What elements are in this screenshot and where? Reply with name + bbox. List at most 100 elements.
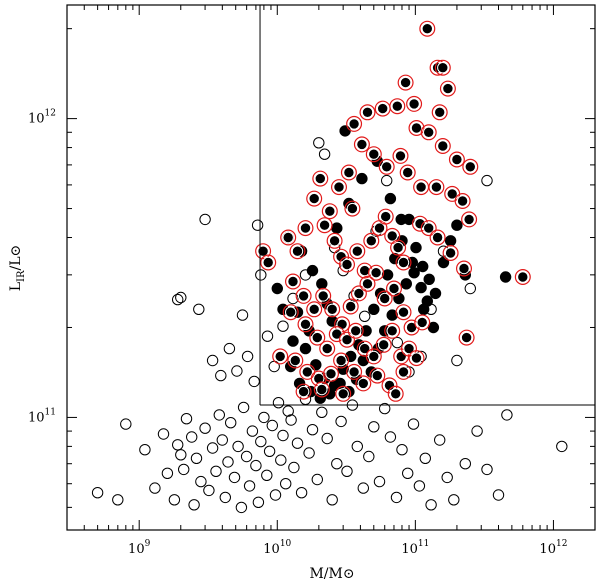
open-circle-point [175,449,187,461]
x-tick-label-base: 10 [401,542,418,557]
ringed-point-ring [420,124,437,141]
open-circle-point [186,431,198,443]
open-circle-point [275,454,287,466]
ringed-point-ring [389,98,406,115]
ringed-point [316,383,328,396]
ringed-point [274,350,286,363]
ringed-point-ring [399,164,416,181]
ringed-point [373,222,386,234]
ringed-point [335,354,347,367]
open-circle-point [441,471,453,484]
ringed-point-ring [340,164,357,181]
open-circle-point [464,282,476,295]
open-circle-point [168,494,181,506]
ringed-point [357,377,369,390]
ringed-point [348,366,360,378]
ringed-point [289,354,301,367]
ringed-point [431,231,444,244]
ringed-point [308,192,320,205]
x-axis-label: M/M⊙ [309,566,354,582]
ringed-point-ring [419,20,436,37]
open-circle-point [206,442,219,454]
filled-circle-point [384,192,397,205]
ringed-point [390,388,402,400]
ringed-point-ring [397,74,414,91]
ringed-point-ring [349,243,366,260]
ringed-point-ring [381,377,398,394]
ringed-point-ring [326,232,343,249]
ringed-point [386,230,398,242]
ringed-point [359,342,371,355]
ringed-point-ring [355,375,372,392]
y-tick-label-base: 10 [28,410,45,425]
ringed-point-ring [442,245,459,262]
open-circle-point [351,440,363,453]
ringed-point [301,366,313,378]
y-tick-label-base: 10 [28,112,45,127]
open-circle-point [295,487,308,499]
ringed-point [368,350,380,363]
open-circle-point [237,401,250,414]
ringed-point-ring [431,104,448,121]
filled-circle-point [395,213,407,226]
ringed-point [350,325,362,337]
ringed-point [346,202,359,215]
ringed-point [345,300,357,313]
ringed-point [291,245,304,257]
ringed-point [343,166,355,179]
ringed-point-ring [458,329,475,346]
ringed-point-ring [369,367,386,384]
filled-circle-point [331,222,343,234]
open-circle-point [180,413,193,425]
ringed-point [324,205,336,217]
ringed-point [314,172,326,185]
filled-circle-point [415,281,427,294]
open-circle-point [359,310,371,322]
open-circle-point [471,425,483,437]
open-circle-point [303,447,315,459]
points-layer [91,20,568,514]
ringed-point [399,76,412,89]
open-circle-point [243,480,256,492]
open-circle-point [120,418,132,430]
ringed-point [423,126,435,139]
open-circle-point [357,482,369,494]
open-circle-point [149,482,161,494]
ringed-point [444,247,457,259]
ringed-point [359,264,371,277]
filled-circle-point [306,264,319,277]
ringed-point [379,292,391,305]
ringed-point [397,256,410,269]
ringed-point [442,82,454,95]
open-circle-point [112,494,124,506]
ringed-point-ring [295,287,312,304]
ringed-point-ring [324,301,341,318]
open-circle-point [341,465,353,477]
ringed-point [299,222,312,234]
open-circle-point [91,487,104,499]
open-circle-point [261,330,274,342]
open-circle-point [248,375,260,388]
ringed-point-ring [375,336,392,353]
open-circle-point [331,458,343,470]
ringed-point [397,306,410,318]
open-circle-point [215,369,227,382]
filled-circle-point [437,256,450,269]
ringed-point [370,267,382,279]
filled-circle-point [356,172,368,185]
ringed-point-ring [408,119,425,136]
open-circle-point [419,452,431,464]
ringed-point-ring [368,264,385,281]
open-circle-point [241,350,254,363]
ringed-point [308,303,320,315]
open-circle-point [379,402,391,415]
ringed-point [317,290,329,302]
x-tick-label: 1012 [539,539,567,557]
ringed-point [458,262,470,275]
ringed-point [368,148,380,160]
filled-circle-point [400,278,412,290]
ringed-point-ring [514,269,531,286]
open-circle-point [172,293,184,306]
open-circle-point [335,415,347,428]
